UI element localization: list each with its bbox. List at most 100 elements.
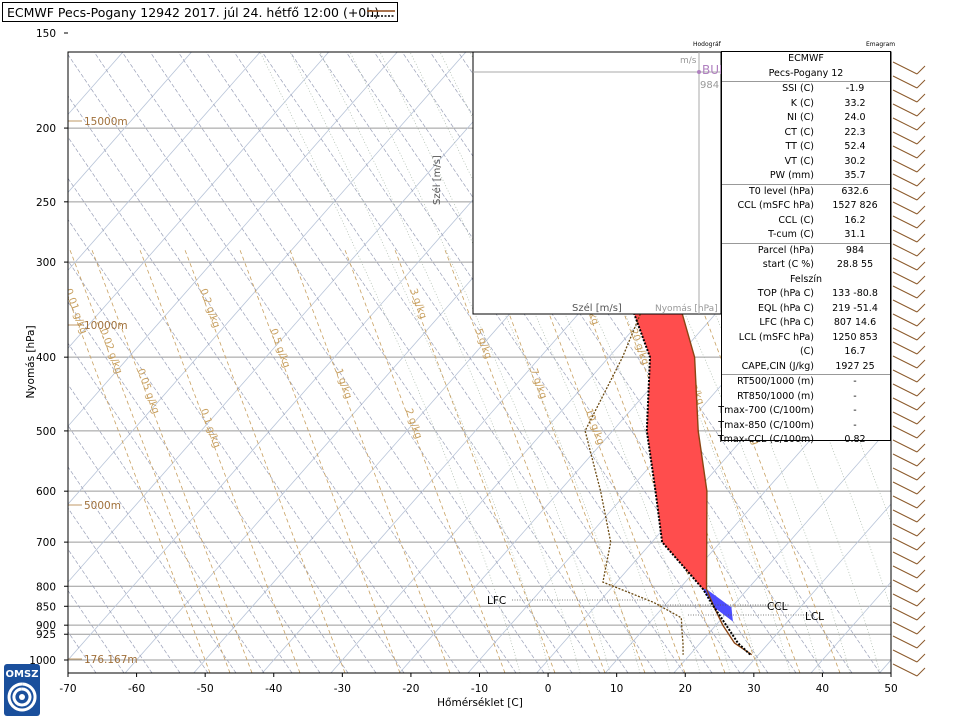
stat-row: ECMWF — [788, 53, 824, 64]
isotherm-line — [741, 503, 891, 673]
stat-label: NI (C) — [787, 112, 814, 123]
wind-barb — [892, 187, 926, 201]
stat-row: TT (C) 52.4 — [722, 140, 890, 155]
moist-adiabat-line — [319, 52, 581, 673]
moist-adiabat-line — [409, 52, 671, 673]
wind-barb — [892, 369, 926, 383]
wind-barb — [892, 229, 926, 243]
isotherm-line — [68, 52, 193, 193]
wind-barb — [892, 551, 926, 565]
x-tick-label: -70 — [59, 683, 76, 695]
stat-value: 632.6 — [841, 185, 869, 197]
stat-label: CCL (C) — [778, 214, 814, 226]
mixing-ratio-label: 7 g/kg — [528, 367, 549, 400]
wind-barb — [892, 439, 926, 453]
wind-barb — [892, 397, 926, 411]
dry-adiabat-line — [93, 52, 517, 673]
dry-adiabat-line — [261, 52, 685, 673]
height-label: 5000m — [84, 500, 121, 512]
dry-adiabat-line — [68, 466, 209, 673]
stat-value: 30.2 — [844, 155, 866, 167]
stat-label: K (C) — [790, 97, 814, 109]
stat-row: EQL (hPa C) 219 -51.4 — [722, 302, 890, 317]
stat-value: 133 -80.8 — [832, 288, 878, 299]
mixing-ratio-label: 5 g/kg — [472, 327, 493, 360]
annotation-lcl-label: LCL — [805, 611, 824, 623]
wind-barb — [892, 257, 926, 271]
wind-barb — [892, 383, 926, 397]
hodograph-ylabel: Szél [m/s] — [431, 155, 443, 205]
wind-barb — [892, 61, 926, 75]
dry-adiabat-line — [0, 40, 12, 673]
x-tick-label: -60 — [128, 683, 145, 695]
x-tick-label: 0 — [545, 683, 552, 695]
stat-row: K (C) 33.2 — [722, 97, 890, 112]
wind-barb — [892, 145, 926, 159]
stat-value: 31.1 — [844, 229, 866, 240]
stat-label: VT (C) — [784, 155, 814, 167]
mixing-ratio-label: 0.1 g/kg — [198, 407, 222, 449]
stat-label: LFC (hPa C) — [759, 317, 814, 328]
mixing-ratio-label: 3 g/kg — [407, 287, 428, 320]
stat-row: Tmax-CCL (C/100m) 0.82 — [718, 433, 890, 448]
stat-value: 1527 826 — [832, 200, 878, 211]
wind-barb — [892, 201, 926, 215]
dry-adiabat-line — [68, 589, 125, 673]
stat-row: start (C %) 28.8 55 — [722, 258, 890, 273]
stat-label: Tmax-850 (C/100m) — [718, 419, 814, 431]
isotherm-line — [68, 52, 124, 116]
stat-row: (C) 16.7 — [722, 345, 890, 360]
y-tick-label: 250 — [36, 197, 56, 209]
x-tick-label: -30 — [334, 683, 351, 695]
stat-value: 16.2 — [844, 214, 866, 226]
stat-label: PW (mm) — [769, 170, 814, 181]
isotherm-line — [68, 52, 535, 583]
mixing-ratio-line — [679, 249, 841, 673]
mixing-ratio-line — [639, 249, 801, 673]
wind-barb — [892, 313, 926, 327]
mixing-ratio-line — [444, 249, 606, 673]
wind-barb — [892, 285, 926, 299]
stat-row: RT500/1000 (m) - — [722, 374, 890, 390]
mixing-ratio-line — [69, 249, 231, 673]
y-axis-title: Nyomás [hPa] — [25, 325, 37, 398]
moist-adiabat-line — [529, 52, 791, 673]
x-axis-title: Hőmérséklet [C] — [437, 697, 523, 709]
stat-row: Tmax-850 (C/100m) - — [718, 419, 890, 434]
y-tick-label: 500 — [36, 426, 56, 438]
wind-barb — [892, 537, 926, 551]
stat-row: Tmax-700 (C/100m) - — [718, 404, 890, 419]
mixing-ratio-label: 2 g/kg — [403, 407, 424, 440]
stat-value: 1927 25 — [835, 360, 875, 372]
stat-value: 28.8 55 — [836, 259, 874, 270]
stat-section-label: Felszín — [789, 273, 823, 285]
moist-adiabat-line — [649, 52, 891, 611]
wind-barb — [892, 89, 926, 103]
hodograph-xlabel2: Nyomás [hPa] — [655, 304, 718, 314]
stat-row: VT (C) 30.2 — [722, 155, 890, 170]
wind-barb — [892, 523, 926, 537]
wind-barbs — [892, 61, 926, 677]
isotherm-line — [68, 52, 398, 427]
stat-row: RT850/1000 (m) - — [722, 390, 890, 405]
stat-value: 24.0 — [844, 112, 866, 123]
stat-value: - — [853, 390, 857, 402]
isotherm-line — [536, 269, 891, 673]
y-tick-label: 900 — [36, 620, 56, 632]
stats-table: ECMWF Pecs-Pogany 12 SSI (C) -1.9 K (C) 33.2 N… — [718, 51, 891, 445]
mixing-ratio-label: 0.5 g/kg — [267, 327, 291, 369]
height-label: 176.167m — [84, 654, 138, 666]
hodograph-xlabel: Szél [m/s] — [572, 302, 622, 314]
wind-barb — [892, 411, 926, 425]
moist-adiabat-line — [259, 52, 521, 673]
logo-text: OMSZ — [6, 669, 39, 680]
title-box: ECMWF Pecs-Pogany 12942 2017. júl 24. hé… — [2, 2, 398, 22]
y-tick-label: 300 — [36, 257, 56, 269]
isotherm-line — [68, 52, 604, 661]
wind-barb — [892, 509, 926, 523]
mixing-ratio-line — [289, 249, 451, 673]
mixing-ratio-line — [564, 249, 726, 673]
mixing-ratio-line — [239, 249, 401, 673]
mixing-ratio-label: 0.02 g/kg — [97, 327, 124, 375]
wind-barb — [892, 327, 926, 341]
